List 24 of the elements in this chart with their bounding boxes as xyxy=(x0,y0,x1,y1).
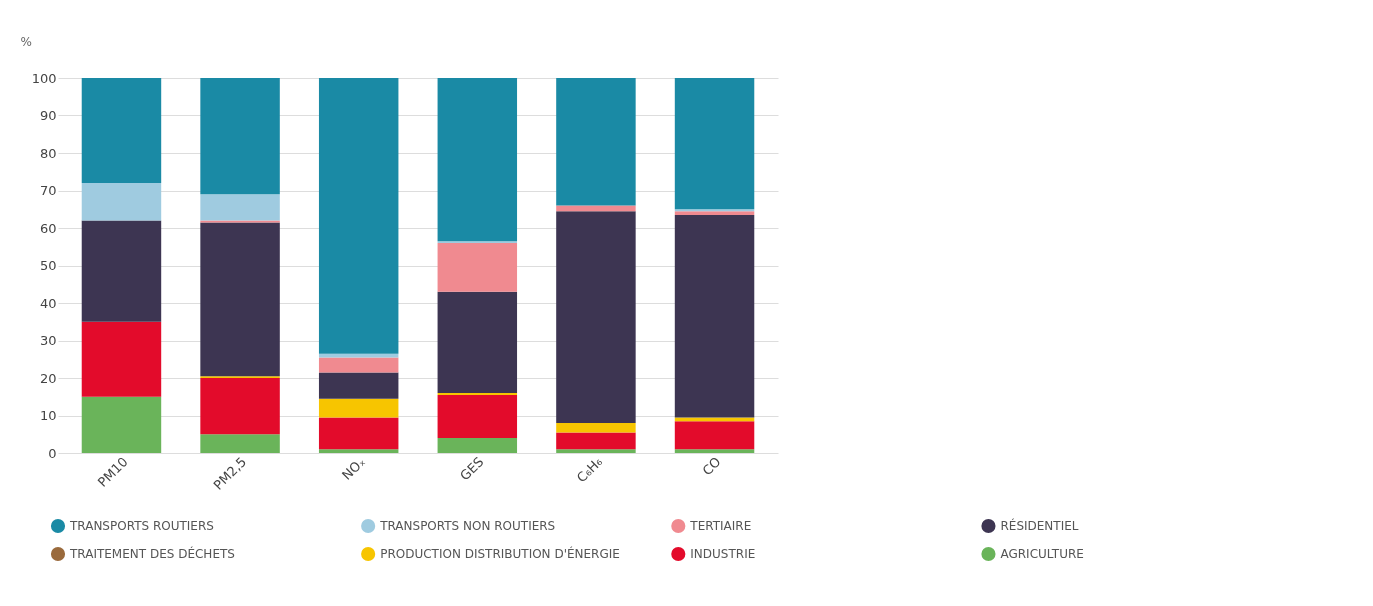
y-tick-label: 20 xyxy=(39,370,57,386)
x-tick-label: GES xyxy=(457,454,487,484)
y-tick-label: 30 xyxy=(39,333,57,348)
y-tick-label: 40 xyxy=(39,295,57,311)
y-tick-label: 10 xyxy=(39,408,57,423)
y-tick-label: 90 xyxy=(39,108,57,123)
y-tick-label: 0 xyxy=(48,445,57,461)
legend-label: TRANSPORTS ROUTIERS xyxy=(69,519,214,533)
x-tick-label: CO xyxy=(699,454,724,479)
legend-label: AGRICULTURE xyxy=(1000,547,1084,561)
legend-label: TRANSPORTS NON ROUTIERS xyxy=(379,519,556,533)
x-tick-label: NOₓ xyxy=(339,453,369,483)
y-tick-label: 100 xyxy=(31,70,57,86)
y-tick-label: 50 xyxy=(39,258,57,273)
legend-label: TERTIAIRE xyxy=(689,519,752,533)
y-tick-label: 70 xyxy=(39,183,57,198)
y-axis-title: % xyxy=(20,34,32,49)
y-tick-label: 60 xyxy=(39,220,57,236)
legend-label: INDUSTRIE xyxy=(690,547,756,561)
y-tick-label: 80 xyxy=(39,145,57,161)
legend-label: RÉSIDENTIEL xyxy=(1000,518,1079,533)
x-tick-label: C₆H₆ xyxy=(573,454,606,486)
legend-label: TRAITEMENT DES DÉCHETS xyxy=(69,546,235,561)
legend-label: PRODUCTION DISTRIBUTION D'ÉNERGIE xyxy=(380,546,620,561)
